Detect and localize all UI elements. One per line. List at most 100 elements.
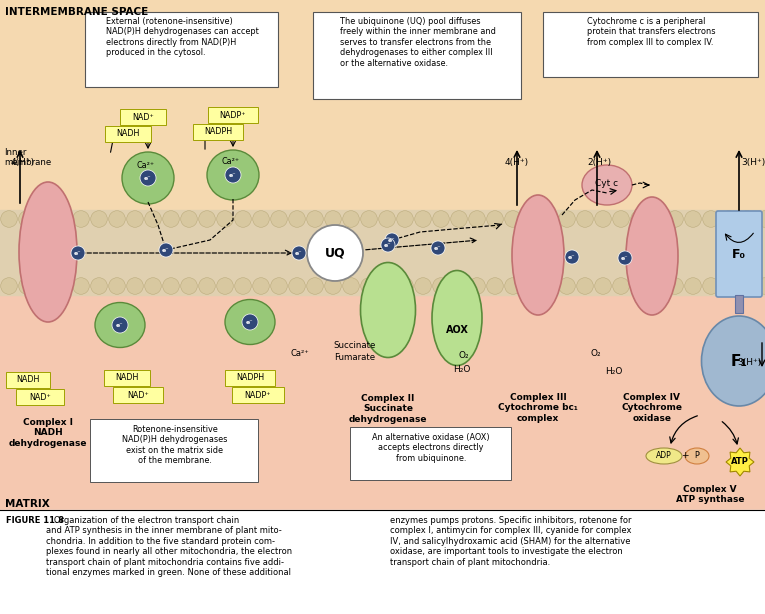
Circle shape	[159, 243, 173, 257]
Circle shape	[618, 251, 632, 265]
Circle shape	[288, 211, 305, 227]
Circle shape	[109, 278, 125, 294]
Circle shape	[649, 278, 666, 294]
Circle shape	[558, 278, 575, 294]
Circle shape	[242, 314, 258, 330]
FancyBboxPatch shape	[208, 107, 258, 123]
Text: MATRIX: MATRIX	[5, 499, 50, 509]
Circle shape	[163, 211, 179, 227]
Circle shape	[487, 211, 503, 227]
Circle shape	[109, 211, 125, 227]
Circle shape	[288, 278, 305, 294]
Text: NAD⁺: NAD⁺	[29, 392, 51, 402]
Circle shape	[112, 317, 128, 333]
Text: The ubiquinone (UQ) pool diffuses
freely within the inner membrane and
serves to: The ubiquinone (UQ) pool diffuses freely…	[340, 17, 496, 68]
Text: e⁻: e⁻	[389, 238, 396, 243]
Circle shape	[18, 278, 35, 294]
Circle shape	[541, 278, 557, 294]
Bar	[735, 295, 743, 313]
Text: O₂: O₂	[591, 349, 601, 359]
Text: External (rotenone-insensitive)
NAD(P)H dehydrogenases can accept
electrons dire: External (rotenone-insensitive) NAD(P)H …	[106, 17, 259, 57]
Text: Complex I
NADH
dehydrogenase: Complex I NADH dehydrogenase	[8, 418, 87, 448]
Circle shape	[225, 167, 241, 183]
Ellipse shape	[360, 263, 415, 357]
Circle shape	[685, 211, 702, 227]
Circle shape	[379, 211, 396, 227]
Circle shape	[487, 278, 503, 294]
Circle shape	[127, 211, 143, 227]
Text: INTERMEMBRANE SPACE: INTERMEMBRANE SPACE	[5, 7, 148, 17]
Circle shape	[252, 278, 269, 294]
Circle shape	[721, 211, 737, 227]
Ellipse shape	[702, 316, 765, 406]
Circle shape	[127, 278, 143, 294]
Ellipse shape	[432, 271, 482, 365]
Circle shape	[613, 278, 630, 294]
Text: Cytochrome c is a peripheral
protein that transfers electrons
from complex III t: Cytochrome c is a peripheral protein tha…	[587, 17, 715, 47]
Text: ATP: ATP	[731, 457, 749, 467]
Circle shape	[252, 211, 269, 227]
Circle shape	[667, 278, 683, 294]
Circle shape	[73, 278, 90, 294]
Text: e⁻: e⁻	[162, 248, 170, 253]
Text: F₀: F₀	[732, 247, 746, 260]
FancyBboxPatch shape	[120, 109, 166, 125]
Circle shape	[73, 211, 90, 227]
Circle shape	[685, 278, 702, 294]
Text: H₂O: H₂O	[454, 365, 470, 375]
Circle shape	[91, 211, 107, 227]
Circle shape	[594, 278, 611, 294]
Circle shape	[415, 278, 431, 294]
Circle shape	[307, 225, 363, 281]
Text: e⁻: e⁻	[145, 176, 151, 181]
Text: NADH: NADH	[116, 130, 140, 139]
Bar	[0, 0, 765, 510]
Text: e⁻: e⁻	[568, 255, 576, 260]
Circle shape	[451, 211, 467, 227]
Text: NAD⁺: NAD⁺	[132, 112, 154, 122]
Ellipse shape	[582, 165, 632, 205]
Text: H₂O: H₂O	[605, 368, 623, 376]
Circle shape	[379, 278, 396, 294]
FancyBboxPatch shape	[104, 370, 150, 386]
Text: Complex IV
Cytochrome
oxidase: Complex IV Cytochrome oxidase	[621, 393, 682, 423]
Circle shape	[703, 211, 719, 227]
Ellipse shape	[122, 152, 174, 204]
Circle shape	[415, 211, 431, 227]
Circle shape	[145, 278, 161, 294]
FancyBboxPatch shape	[113, 387, 163, 403]
Text: Complex V
ATP synthase: Complex V ATP synthase	[675, 485, 744, 504]
Text: Inner
membrane: Inner membrane	[4, 148, 51, 168]
FancyBboxPatch shape	[16, 389, 63, 405]
Text: NADPH: NADPH	[236, 373, 264, 383]
Text: UQ: UQ	[324, 246, 345, 260]
Circle shape	[565, 250, 579, 264]
Circle shape	[541, 211, 557, 227]
FancyBboxPatch shape	[6, 372, 50, 388]
Text: 3(H⁺): 3(H⁺)	[737, 357, 762, 367]
Text: e⁻: e⁻	[621, 256, 629, 261]
Bar	[0, 295, 765, 510]
Circle shape	[361, 211, 377, 227]
FancyBboxPatch shape	[350, 427, 512, 480]
Circle shape	[397, 211, 413, 227]
Text: e⁻: e⁻	[230, 173, 236, 178]
Ellipse shape	[646, 448, 682, 464]
Text: NADH: NADH	[116, 373, 138, 383]
Circle shape	[271, 278, 288, 294]
Circle shape	[343, 278, 360, 294]
FancyBboxPatch shape	[233, 387, 284, 403]
Bar	[0, 510, 765, 614]
Circle shape	[71, 246, 85, 260]
Circle shape	[667, 211, 683, 227]
Text: NAD⁺: NAD⁺	[127, 391, 149, 400]
Text: Complex II
Succinate
dehydrogenase: Complex II Succinate dehydrogenase	[349, 394, 427, 424]
Circle shape	[324, 211, 341, 227]
Text: 4(H⁺): 4(H⁺)	[11, 158, 35, 166]
FancyBboxPatch shape	[225, 370, 275, 386]
Circle shape	[381, 238, 395, 252]
Text: e⁻: e⁻	[384, 243, 392, 248]
Circle shape	[37, 211, 54, 227]
Circle shape	[451, 278, 467, 294]
Circle shape	[505, 278, 521, 294]
